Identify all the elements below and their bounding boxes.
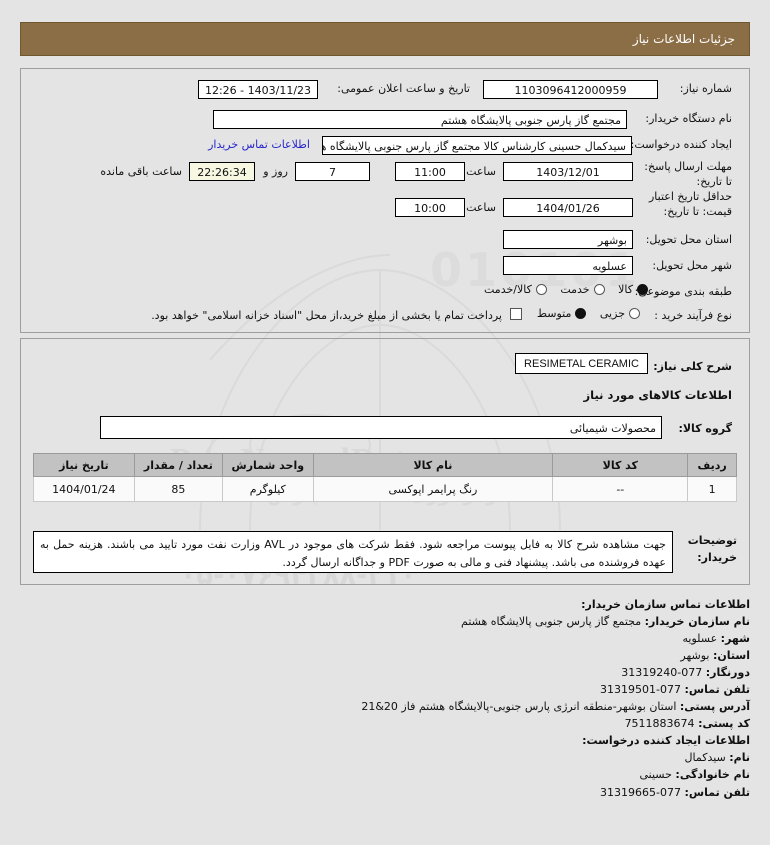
col-unit: واحد شمارش (222, 453, 314, 477)
treasury-bond-checkbox[interactable] (510, 308, 522, 320)
buyer-city-line: شهر: عسلویه (682, 632, 751, 646)
buyer-org-label: نام دستگاه خریدار: (645, 112, 732, 125)
remaining-days-value: 7 (295, 162, 370, 181)
col-quantity: تعداد / مقدار (133, 453, 224, 477)
creator-first-name-line: نام: سیدکمال (684, 751, 750, 765)
creator-contact-title: اطلاعات ایجاد کننده درخواست: (582, 734, 750, 748)
announce-label-row: تاریخ و ساعت اعلان عمومی: (337, 82, 470, 95)
radio-minor-icon[interactable] (629, 308, 640, 319)
creator-phone-line: تلفن تماس: 077-31319665 (600, 785, 750, 799)
col-code: کد کالا (552, 453, 689, 477)
buyer-org-row: نام دستگاه خریدار: (645, 112, 732, 125)
creator-row: ایجاد کننده درخواست: (631, 138, 732, 151)
buyer-fax-line: دورنگار: 077-31319240 (621, 666, 750, 680)
treasury-bond-text: پرداخت تمام یا بخشی از مبلغ خرید،از محل … (151, 309, 502, 322)
deadline-time-label: ساعت (466, 165, 496, 178)
need-summary-value: RESIMETAL CERAMIC (515, 353, 648, 374)
buyer-contact-block: اطلاعات تماس سازمان خریدار: نام سازمان خ… (361, 596, 750, 801)
goods-group-label: گروه کالا: (678, 422, 732, 435)
remaining-countdown-label: ساعت باقی مانده (100, 165, 182, 178)
goods-table: ردیف کد کالا نام کالا واحد شمارش تعداد /… (33, 453, 737, 502)
announce-datetime-label: تاریخ و ساعت اعلان عمومی: (337, 82, 470, 95)
category-option-service[interactable]: خدمت (560, 283, 605, 296)
col-row: ردیف (687, 453, 737, 477)
cell-code: -- (552, 476, 689, 502)
buyer-phone-line: تلفن تماس: 077-31319501 (600, 683, 750, 697)
need-number-value: 1103096412000959 (483, 80, 658, 99)
creator-value: سیدکمال حسینی کارشناس کالا مجتمع گاز پار… (322, 136, 632, 155)
buyer-postal-line: کد پستی: 7511883674 (624, 717, 750, 731)
col-need-date: تاریخ نیاز (33, 453, 135, 477)
radio-goods-service-icon[interactable] (535, 284, 547, 295)
need-summary-label: شرح کلی نیاز: (653, 360, 732, 373)
radio-medium-icon[interactable] (575, 308, 587, 319)
purchase-process-label: نوع فرآیند خرید : (654, 309, 732, 322)
buyer-org-value: مجتمع گاز پارس جنوبی پالایشگاه هشتم (213, 110, 627, 129)
cell-name: رنگ پرایمر اپوکسی (312, 476, 554, 502)
goods-group-value: محصولات شیمیائی (100, 416, 662, 439)
deadline-date-value: 1403/12/01 (503, 162, 633, 181)
need-number-label: شماره نیاز: (679, 82, 732, 95)
process-option-medium[interactable]: متوسط (537, 307, 587, 320)
goods-section-title: اطلاعات کالاهای مورد نیاز (583, 388, 732, 402)
goods-table-header-row: ردیف کد کالا نام کالا واحد شمارش تعداد /… (33, 453, 737, 477)
delivery-province-value: بوشهر (503, 230, 633, 249)
price-validity-time-label: ساعت (466, 201, 496, 214)
buyer-notes-label: توضیحات خریدار: (687, 534, 737, 564)
cell-need-date: 1404/01/24 (33, 476, 135, 502)
remaining-countdown-value: 22:26:34 (189, 162, 255, 181)
remaining-days-label: روز و (263, 165, 288, 178)
radio-goods-icon[interactable] (637, 284, 648, 295)
delivery-province-label: استان محل تحویل: (645, 233, 732, 246)
buyer-contact-info-link[interactable]: اطلاعات تماس خریدار (208, 138, 310, 151)
need-number-row: شماره نیاز: (680, 82, 732, 95)
creator-label: ایجاد کننده درخواست: (630, 138, 732, 151)
table-row: 1 -- رنگ پرایمر اپوکسی کیلوگرم 85 1404/0… (33, 476, 737, 502)
buyer-org-line: نام سازمان خریدار: مجتمع گاز پارس جنوبی … (461, 615, 750, 629)
deadline-label: مهلت ارسال پاسخ: تا تاریخ: (644, 160, 732, 188)
radio-service-icon[interactable] (593, 284, 605, 295)
announce-datetime-value: 1403/11/23 - 12:26 (198, 80, 318, 99)
col-name: نام کالا (312, 453, 554, 477)
cell-row: 1 (687, 476, 737, 502)
price-validity-date-value: 1404/01/26 (503, 198, 633, 217)
category-option-goods[interactable]: کالا (618, 283, 648, 296)
delivery-city-label: شهر محل تحویل: (652, 259, 732, 272)
process-option-minor[interactable]: جزیی (600, 307, 640, 320)
buyer-notes-text: جهت مشاهده شرح کالا به فایل پیوست مراجعه… (33, 531, 673, 573)
buyer-contact-title: اطلاعات تماس سازمان خریدار: (581, 598, 750, 611)
cell-unit: کیلوگرم (222, 476, 314, 502)
delivery-city-value: عسلویه (503, 256, 633, 275)
goods-info-panel (20, 338, 750, 585)
page-title-bar: جزئیات اطلاعات نیاز (20, 22, 750, 56)
subject-category-label: طبقه بندی موضوعی: (634, 285, 732, 298)
creator-last-name-line: نام خانوادگی: حسینی (639, 768, 751, 782)
subject-category-radio-group: کالا خدمت کالا/خدمت (474, 283, 648, 298)
page-title: جزئیات اطلاعات نیاز (632, 32, 735, 46)
buyer-address-line: آدرس پستی: استان بوشهر-منطقه انرژی پارس … (361, 700, 750, 714)
price-validity-label: حداقل تاریخ اعتبار قیمت: تا تاریخ: (648, 190, 732, 218)
need-info-panel (20, 68, 750, 333)
purchase-process-radio-group: جزیی متوسط (527, 307, 640, 322)
buyer-province-line: استان: بوشهر (680, 649, 750, 663)
category-option-goods-service[interactable]: کالا/خدمت (484, 283, 547, 296)
price-validity-time-value: 10:00 (395, 198, 465, 217)
deadline-time-value: 11:00 (395, 162, 465, 181)
cell-quantity: 85 (133, 476, 224, 502)
